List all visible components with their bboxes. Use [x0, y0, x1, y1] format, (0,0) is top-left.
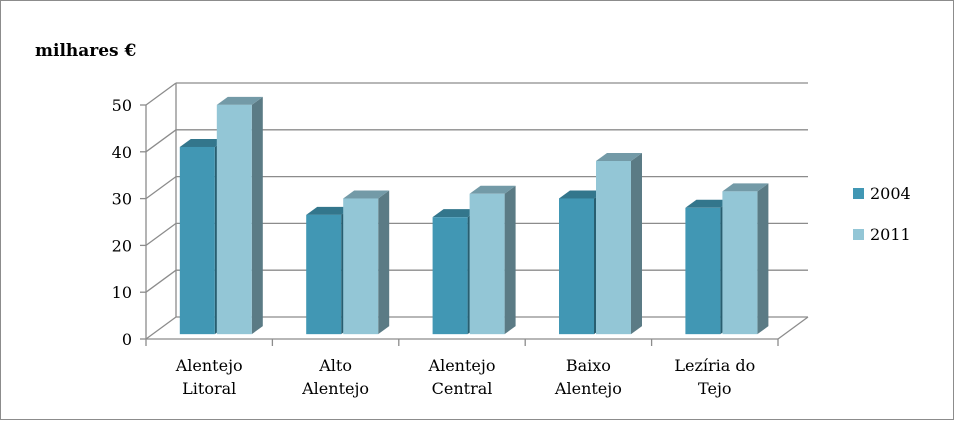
bar-side-2011-3 [631, 153, 642, 335]
category-label: Litoral [182, 379, 236, 398]
y-tick-label: 50 [112, 96, 132, 115]
bar-2004-1 [306, 214, 342, 335]
category-label: Baixo [566, 356, 611, 375]
bar-2011-3 [596, 161, 631, 335]
bar-2004-2 [432, 217, 468, 335]
y-tick-label: 10 [112, 283, 132, 302]
bar-side-2011-2 [504, 185, 516, 335]
category-label: Alto [318, 356, 352, 375]
unit-label: milhares € [35, 41, 137, 61]
bar-top-2004-2 [432, 209, 479, 218]
bars [179, 96, 769, 335]
category-label: Alentejo [428, 356, 496, 375]
bar-2011-1 [343, 198, 379, 335]
gridline-side [145, 269, 177, 293]
bar-top-2011-3 [596, 153, 642, 161]
gridline-side [145, 129, 177, 153]
bar-side-2011-1 [378, 190, 390, 335]
bar-top-2011-1 [343, 190, 390, 199]
legend: 2004 2011 [853, 184, 911, 244]
legend-label-2004: 2004 [870, 184, 911, 203]
bar-2004-3 [559, 198, 594, 335]
bar-2004-0 [179, 146, 215, 335]
category-label: Tejo [698, 379, 732, 398]
bar-top-2004-3 [559, 190, 605, 199]
legend-swatch-2004 [853, 188, 864, 199]
y-tick-label: 0 [122, 330, 132, 349]
gridline-side [145, 316, 177, 340]
y-tick-label: 30 [112, 190, 132, 209]
gridline-side [145, 176, 177, 200]
gridline-side [145, 222, 177, 246]
bar-top-2011-4 [722, 183, 769, 192]
category-label: Alentejo [301, 379, 369, 398]
y-tick-label: 40 [112, 143, 132, 162]
bar-top-2011-0 [216, 96, 263, 105]
gridline-side [145, 82, 177, 106]
bar-2011-2 [469, 193, 505, 335]
bar-top-2004-4 [685, 199, 732, 208]
floor-edge [777, 316, 809, 340]
category-label: Alentejo [175, 356, 243, 375]
bar-2011-4 [722, 191, 758, 335]
category-labels: Alentejo Litoral Alto Alentejo Alentejo Centr… [175, 356, 756, 398]
axes [140, 83, 809, 346]
bar-2011-0 [216, 104, 252, 335]
bar-top-2011-2 [469, 185, 516, 194]
category-label: Lezíria do [674, 356, 755, 375]
legend-label-2011: 2011 [870, 225, 911, 244]
y-tick-label: 20 [112, 236, 132, 255]
legend-swatch-2011 [853, 229, 864, 240]
y-tick-labels: 0 10 20 30 40 50 [112, 96, 132, 349]
bar-side-2011-0 [251, 96, 263, 335]
bar-top-2004-1 [306, 206, 353, 215]
bar-top-2004-0 [179, 138, 226, 147]
bar-2004-4 [685, 207, 721, 335]
category-label: Alentejo [554, 379, 622, 398]
bar-side-2011-4 [757, 183, 769, 335]
category-label: Central [432, 379, 493, 398]
